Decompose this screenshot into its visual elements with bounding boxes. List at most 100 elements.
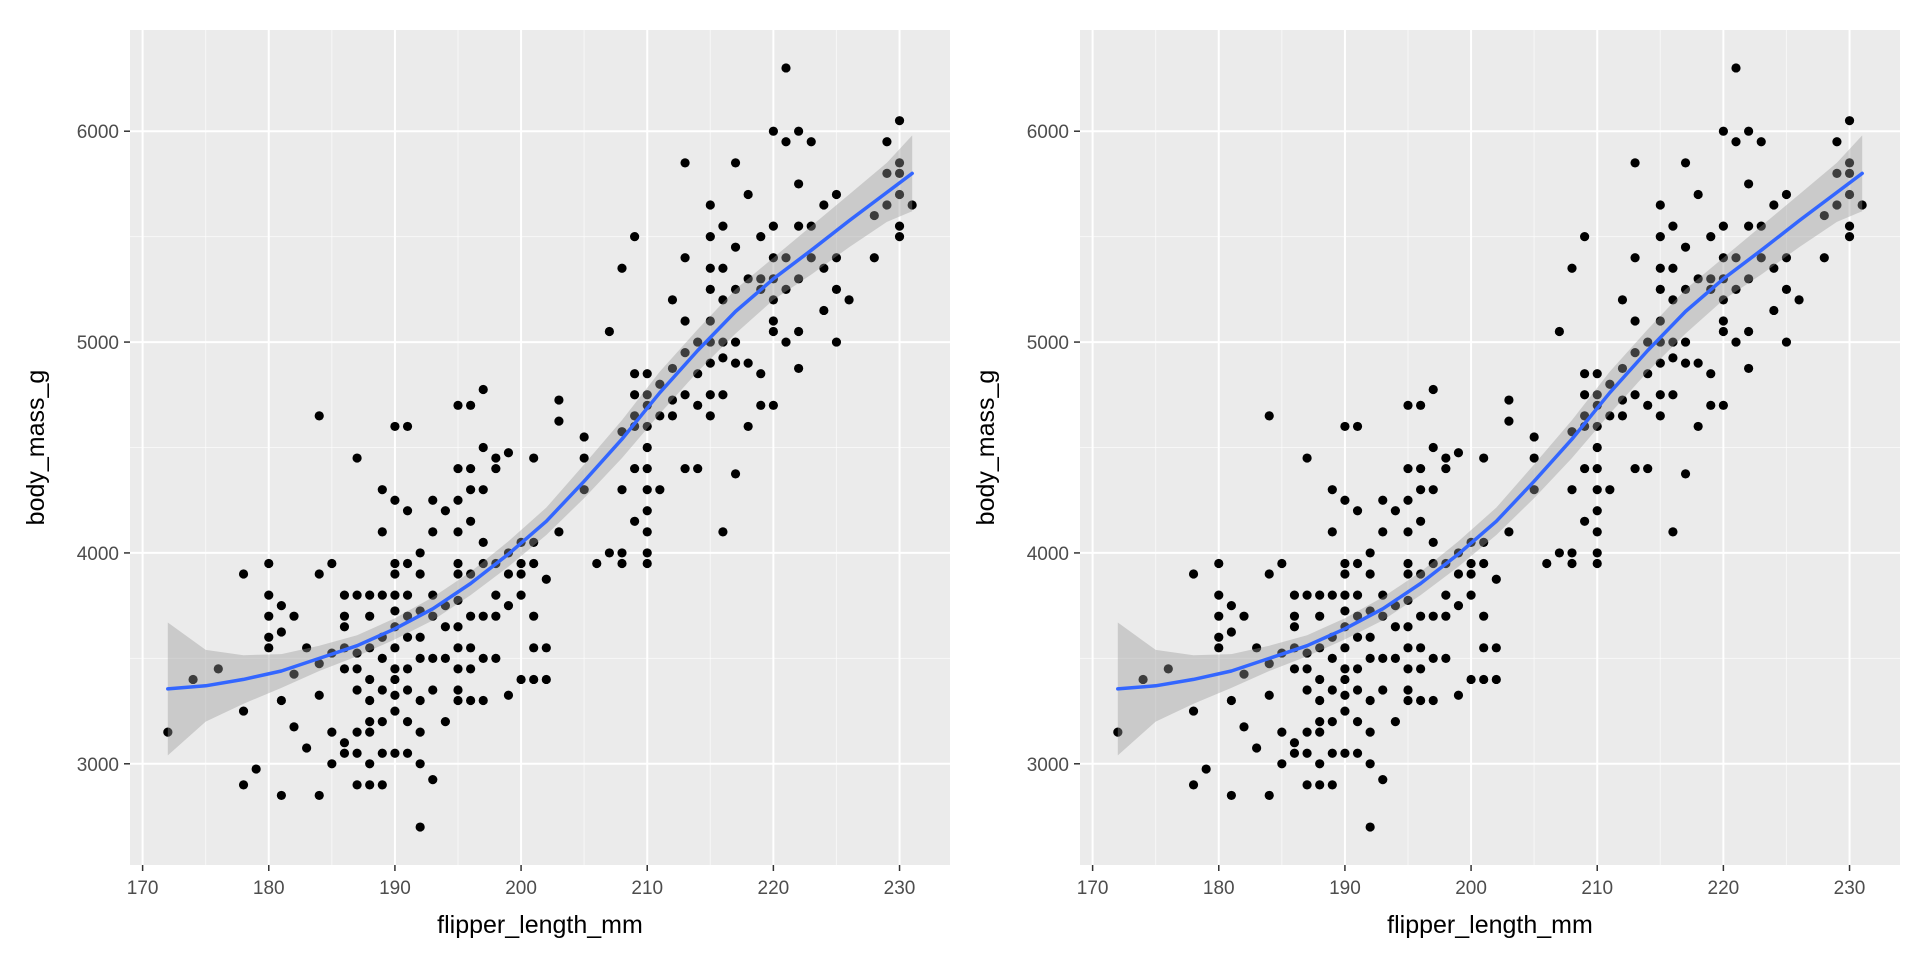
data-point: [1428, 537, 1438, 547]
data-point: [377, 748, 387, 758]
data-point: [1264, 569, 1274, 579]
data-point: [1352, 590, 1363, 600]
data-point: [339, 590, 350, 600]
data-point: [1416, 695, 1426, 706]
data-point: [1327, 485, 1337, 495]
data-point: [264, 558, 274, 569]
data-point: [1390, 506, 1400, 516]
data-point: [516, 569, 526, 579]
data-point: [352, 664, 362, 674]
y-axis-label: body_mass_g: [972, 370, 1000, 526]
data-point: [1352, 717, 1363, 727]
data-point: [642, 463, 652, 474]
data-point: [238, 569, 249, 579]
plot-panel-1: 170 180 190 200 210 220 230 3000 4000 5000 6000 fli…: [22, 30, 950, 939]
data-point: [352, 453, 362, 463]
data-point: [466, 569, 476, 579]
data-point: [453, 643, 463, 653]
data-point: [1756, 137, 1766, 147]
data-point: [1365, 632, 1375, 642]
data-point: [365, 780, 375, 790]
data-point: [756, 400, 766, 410]
data-point: [1226, 627, 1236, 637]
data-point: [630, 232, 640, 242]
data-point: [781, 137, 791, 147]
y-tick-label: 5000: [1027, 333, 1069, 354]
data-point: [390, 674, 400, 685]
data-point: [390, 590, 400, 600]
y-tick-label: 4000: [77, 544, 119, 565]
data-point: [1378, 590, 1388, 600]
data-point: [718, 337, 728, 347]
data-point: [1403, 569, 1413, 579]
data-point: [831, 189, 842, 200]
data-point: [894, 189, 905, 200]
data-point: [794, 326, 804, 337]
data-point: [1214, 611, 1224, 621]
data-point: [1214, 558, 1224, 569]
data-point: [1655, 316, 1665, 326]
data-point: [1491, 674, 1501, 685]
data-point: [1668, 527, 1678, 537]
data-point: [642, 527, 652, 537]
data-point: [1655, 284, 1665, 294]
data-point: [1327, 527, 1337, 537]
data-point: [655, 411, 665, 421]
data-point: [1289, 738, 1300, 748]
data-point: [1491, 643, 1501, 653]
data-point: [554, 395, 564, 405]
data-point: [1441, 653, 1451, 663]
data-point: [617, 558, 627, 569]
data-point: [1315, 727, 1325, 737]
data-point: [1592, 506, 1602, 516]
data-point: [1403, 527, 1413, 537]
data-point: [1226, 601, 1236, 611]
data-point: [630, 390, 640, 400]
data-point: [516, 674, 526, 685]
data-point: [1327, 590, 1337, 600]
data-point: [794, 126, 804, 136]
data-point: [302, 743, 312, 753]
data-point: [264, 643, 274, 653]
data-point: [529, 558, 539, 569]
data-point: [730, 158, 741, 168]
data-point: [1693, 421, 1703, 432]
data-point: [1315, 717, 1325, 727]
data-point: [1655, 358, 1665, 368]
data-point: [1554, 548, 1564, 558]
x-tick-label: 200: [1455, 878, 1487, 899]
data-point: [1718, 295, 1728, 305]
data-point: [1731, 137, 1741, 147]
data-point: [642, 369, 652, 379]
data-point: [1693, 189, 1703, 200]
data-point: [705, 358, 715, 368]
data-point: [1416, 516, 1426, 526]
data-point: [592, 558, 602, 569]
data-point: [1277, 558, 1287, 569]
data-point: [1706, 274, 1716, 284]
data-point: [1138, 674, 1148, 685]
data-point: [1113, 727, 1123, 737]
data-point: [1491, 574, 1501, 584]
data-point: [453, 595, 463, 605]
data-point: [453, 400, 463, 410]
data-point: [1403, 643, 1413, 653]
data-point: [1580, 232, 1590, 242]
data-point: [1592, 390, 1602, 400]
data-point: [503, 569, 514, 579]
data-point: [1744, 326, 1754, 337]
data-point: [529, 537, 539, 547]
data-point: [1289, 748, 1300, 758]
data-point: [1327, 717, 1337, 727]
data-point: [1731, 253, 1741, 263]
data-point: [1542, 558, 1552, 569]
data-point: [415, 727, 425, 737]
data-point: [529, 611, 539, 621]
data-point: [806, 221, 816, 231]
data-point: [1365, 822, 1375, 832]
data-point: [1781, 253, 1792, 263]
data-point: [1352, 632, 1363, 642]
data-point: [453, 495, 463, 505]
data-point: [1706, 400, 1716, 410]
data-point: [1264, 659, 1274, 669]
